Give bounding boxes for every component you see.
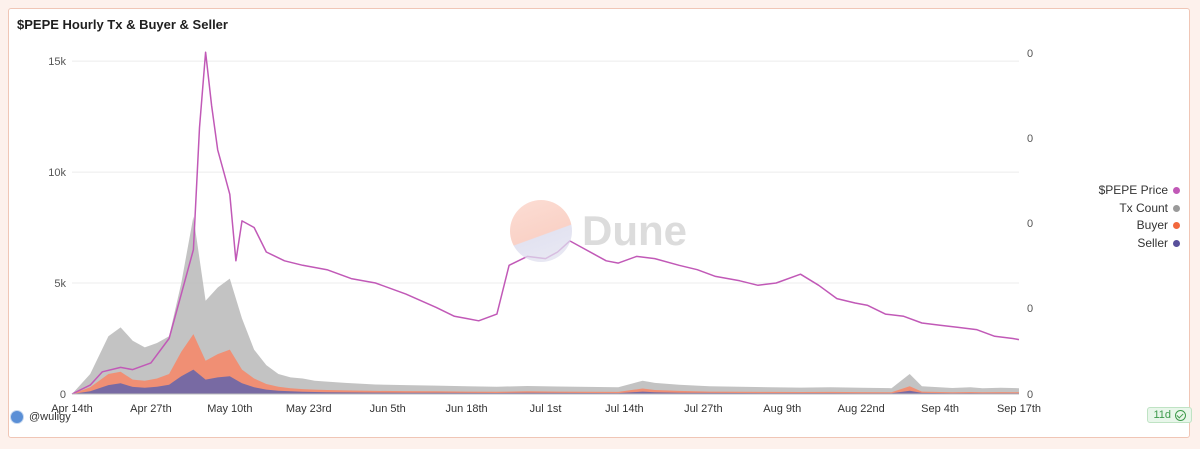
check-icon bbox=[1175, 409, 1186, 421]
x-tick-label: Aug 22nd bbox=[838, 403, 885, 415]
legend-swatch bbox=[1173, 222, 1180, 230]
y-tick-label: 5k bbox=[54, 278, 66, 290]
chart-title: $PEPE Hourly Tx & Buyer & Seller bbox=[17, 17, 228, 32]
chart-legend: $PEPE Price Tx Count Buyer Seller bbox=[1099, 182, 1180, 252]
legend-label: Tx Count bbox=[1119, 200, 1168, 215]
author[interactable]: @wuligy bbox=[10, 410, 71, 424]
x-tick-label: May 23rd bbox=[286, 403, 332, 415]
legend-item[interactable]: $PEPE Price bbox=[1099, 182, 1180, 200]
x-tick-label: Aug 9th bbox=[763, 403, 801, 415]
dune-logo-icon bbox=[510, 200, 572, 262]
x-tick-label: Sep 17th bbox=[997, 403, 1041, 415]
y2-tick-label: 0 bbox=[1027, 389, 1033, 401]
legend-item[interactable]: Seller bbox=[1099, 235, 1180, 253]
age-badge: 11d bbox=[1147, 407, 1192, 423]
x-tick-label: Sep 4th bbox=[921, 403, 959, 415]
author-name: @wuligy bbox=[29, 411, 71, 423]
x-tick-label: Jul 1st bbox=[530, 403, 562, 415]
price-line bbox=[71, 51, 1020, 395]
legend-label: Seller bbox=[1137, 235, 1168, 250]
x-tick-label: Jun 18th bbox=[445, 403, 487, 415]
y2-tick-label: 0 bbox=[1027, 303, 1033, 315]
legend-label: $PEPE Price bbox=[1098, 183, 1168, 197]
y-tick-label: 15k bbox=[48, 56, 66, 68]
y2-tick-label: 0 bbox=[1027, 133, 1033, 145]
legend-swatch bbox=[1173, 204, 1180, 212]
legend-item[interactable]: Tx Count bbox=[1099, 200, 1180, 218]
dune-watermark: Dune bbox=[510, 200, 687, 262]
legend-item[interactable]: Buyer bbox=[1099, 217, 1180, 235]
legend-label: Buyer bbox=[1136, 218, 1168, 232]
seller-area bbox=[72, 369, 1019, 394]
y-tick-label: 0 bbox=[60, 389, 66, 401]
x-tick-label: Apr 14th bbox=[51, 403, 93, 415]
x-tick-label: Apr 27th bbox=[130, 403, 172, 415]
x-tick-label: Jul 27th bbox=[684, 403, 723, 415]
avatar bbox=[10, 410, 24, 424]
legend-swatch bbox=[1173, 239, 1180, 247]
y2-tick-label: 0 bbox=[1027, 48, 1033, 60]
y2-tick-label: 0 bbox=[1027, 218, 1033, 230]
y-tick-label: 10k bbox=[48, 167, 66, 179]
x-tick-label: May 10th bbox=[207, 403, 252, 415]
legend-swatch bbox=[1173, 187, 1180, 195]
x-tick-label: Jun 5th bbox=[370, 403, 406, 415]
x-tick-label: Jul 14th bbox=[605, 403, 644, 415]
age-text: 11d bbox=[1153, 409, 1171, 421]
watermark-text: Dune bbox=[582, 207, 687, 254]
